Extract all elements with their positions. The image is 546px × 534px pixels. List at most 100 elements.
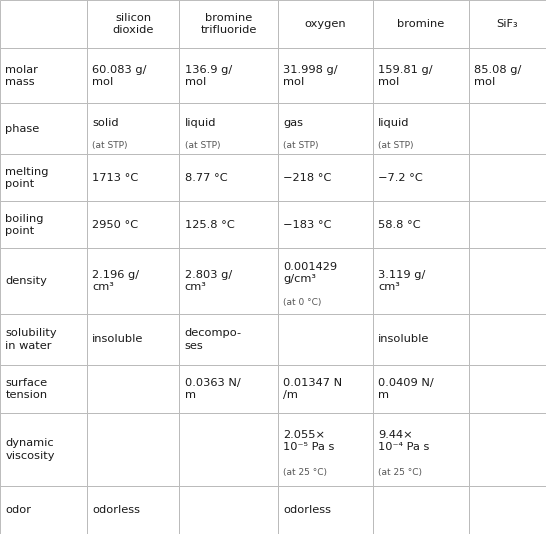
Bar bbox=[87, 154, 179, 201]
Bar bbox=[0, 0, 87, 48]
Bar bbox=[468, 48, 546, 103]
Bar bbox=[87, 0, 179, 48]
Text: dynamic
viscosity: dynamic viscosity bbox=[5, 438, 55, 461]
Text: odor: odor bbox=[5, 505, 32, 515]
Bar bbox=[0, 314, 87, 365]
Text: 136.9 g/
mol: 136.9 g/ mol bbox=[185, 65, 232, 87]
Text: (at 25 °C): (at 25 °C) bbox=[283, 468, 327, 477]
Text: gas: gas bbox=[283, 117, 303, 128]
Bar bbox=[87, 314, 179, 365]
Text: 2.803 g/
cm³: 2.803 g/ cm³ bbox=[185, 270, 232, 292]
Bar bbox=[278, 365, 372, 413]
Bar bbox=[0, 154, 87, 201]
Bar bbox=[0, 365, 87, 413]
Bar bbox=[372, 201, 468, 248]
Bar bbox=[468, 365, 546, 413]
Bar bbox=[179, 248, 278, 314]
Text: 31.998 g/
mol: 31.998 g/ mol bbox=[283, 65, 338, 87]
Bar bbox=[278, 314, 372, 365]
Bar bbox=[278, 413, 372, 486]
Bar bbox=[87, 201, 179, 248]
Bar bbox=[278, 0, 372, 48]
Bar bbox=[468, 486, 546, 534]
Text: liquid: liquid bbox=[378, 117, 410, 128]
Bar bbox=[87, 365, 179, 413]
Text: (at 0 °C): (at 0 °C) bbox=[283, 297, 322, 307]
Bar bbox=[278, 154, 372, 201]
Text: surface
tension: surface tension bbox=[5, 378, 48, 400]
Text: (at STP): (at STP) bbox=[378, 140, 413, 150]
Text: 1713 °C: 1713 °C bbox=[92, 173, 139, 183]
Text: (at STP): (at STP) bbox=[92, 140, 128, 150]
Text: odorless: odorless bbox=[283, 505, 331, 515]
Text: (at STP): (at STP) bbox=[283, 140, 319, 150]
Bar bbox=[468, 314, 546, 365]
Bar bbox=[372, 248, 468, 314]
Text: molar
mass: molar mass bbox=[5, 65, 38, 87]
Bar bbox=[179, 48, 278, 103]
Text: insoluble: insoluble bbox=[92, 334, 144, 344]
Bar bbox=[0, 48, 87, 103]
Bar bbox=[278, 48, 372, 103]
Bar bbox=[278, 248, 372, 314]
Text: −7.2 °C: −7.2 °C bbox=[378, 173, 423, 183]
Text: 0.0363 N/
m: 0.0363 N/ m bbox=[185, 378, 240, 400]
Text: 159.81 g/
mol: 159.81 g/ mol bbox=[378, 65, 432, 87]
Bar bbox=[278, 103, 372, 154]
Text: 60.083 g/
mol: 60.083 g/ mol bbox=[92, 65, 147, 87]
Bar bbox=[87, 413, 179, 486]
Text: liquid: liquid bbox=[185, 117, 216, 128]
Text: −218 °C: −218 °C bbox=[283, 173, 331, 183]
Bar bbox=[0, 413, 87, 486]
Text: odorless: odorless bbox=[92, 505, 140, 515]
Bar bbox=[0, 248, 87, 314]
Text: boiling
point: boiling point bbox=[5, 214, 44, 236]
Text: 58.8 °C: 58.8 °C bbox=[378, 219, 420, 230]
Text: (at STP): (at STP) bbox=[185, 140, 220, 150]
Text: 8.77 °C: 8.77 °C bbox=[185, 173, 227, 183]
Text: (at 25 °C): (at 25 °C) bbox=[378, 468, 422, 477]
Text: 85.08 g/
mol: 85.08 g/ mol bbox=[474, 65, 521, 87]
Bar bbox=[468, 248, 546, 314]
Bar bbox=[372, 0, 468, 48]
Text: insoluble: insoluble bbox=[378, 334, 429, 344]
Text: 2.055×
10⁻⁵ Pa s: 2.055× 10⁻⁵ Pa s bbox=[283, 429, 335, 452]
Text: 125.8 °C: 125.8 °C bbox=[185, 219, 234, 230]
Text: −183 °C: −183 °C bbox=[283, 219, 331, 230]
Bar bbox=[179, 154, 278, 201]
Bar bbox=[468, 0, 546, 48]
Bar bbox=[179, 365, 278, 413]
Bar bbox=[372, 103, 468, 154]
Text: melting
point: melting point bbox=[5, 167, 49, 189]
Bar bbox=[278, 486, 372, 534]
Bar bbox=[179, 314, 278, 365]
Text: solid: solid bbox=[92, 117, 119, 128]
Bar bbox=[0, 103, 87, 154]
Text: solubility
in water: solubility in water bbox=[5, 328, 57, 351]
Bar bbox=[0, 201, 87, 248]
Text: decompo-
ses: decompo- ses bbox=[185, 328, 242, 351]
Bar bbox=[87, 248, 179, 314]
Bar bbox=[87, 48, 179, 103]
Text: silicon
dioxide: silicon dioxide bbox=[112, 13, 153, 35]
Bar bbox=[372, 486, 468, 534]
Text: 9.44×
10⁻⁴ Pa s: 9.44× 10⁻⁴ Pa s bbox=[378, 429, 429, 452]
Bar bbox=[468, 154, 546, 201]
Bar bbox=[372, 154, 468, 201]
Bar bbox=[179, 413, 278, 486]
Text: bromine: bromine bbox=[397, 19, 444, 29]
Bar bbox=[372, 365, 468, 413]
Bar bbox=[179, 486, 278, 534]
Bar bbox=[372, 413, 468, 486]
Bar bbox=[468, 103, 546, 154]
Text: 0.001429
g/cm³: 0.001429 g/cm³ bbox=[283, 262, 337, 285]
Bar bbox=[87, 103, 179, 154]
Text: oxygen: oxygen bbox=[304, 19, 346, 29]
Bar bbox=[372, 314, 468, 365]
Text: SiF₃: SiF₃ bbox=[496, 19, 518, 29]
Bar bbox=[179, 103, 278, 154]
Bar bbox=[278, 201, 372, 248]
Text: 0.01347 N
/m: 0.01347 N /m bbox=[283, 378, 342, 400]
Text: phase: phase bbox=[5, 124, 40, 134]
Text: bromine
trifluoride: bromine trifluoride bbox=[200, 13, 257, 35]
